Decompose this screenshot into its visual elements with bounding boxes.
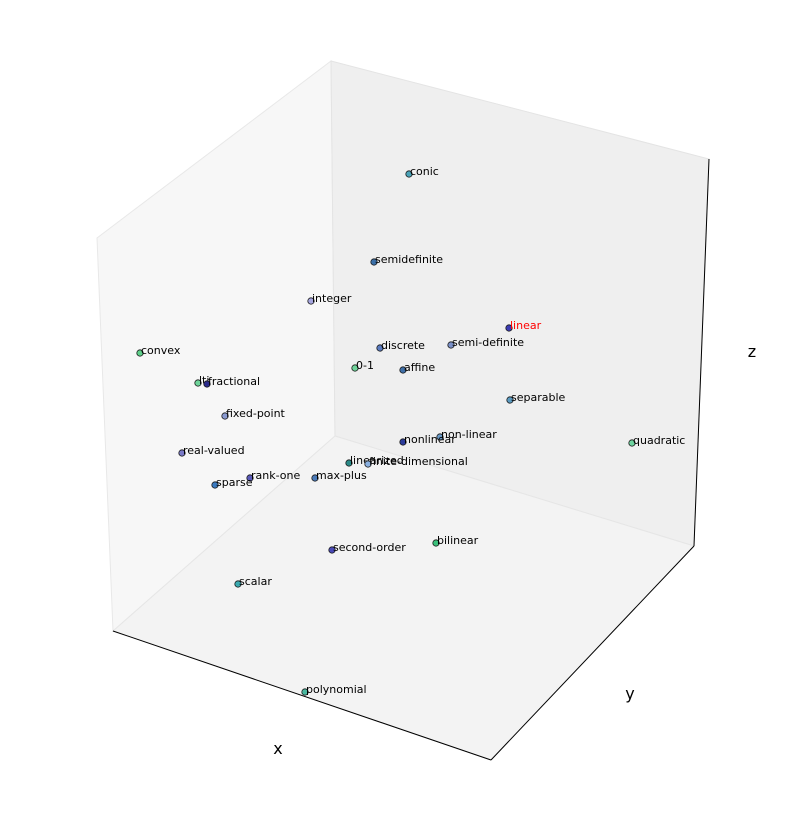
point-0-1 — [351, 364, 359, 372]
point-label-0-1: 0-1 — [356, 359, 374, 372]
point-label-linearized: linearized — [350, 454, 404, 467]
point-semi-definite — [447, 341, 455, 349]
point-label-quadratic: quadratic — [633, 434, 685, 447]
point-polynomial — [301, 688, 309, 696]
point-label-rank-one: rank-one — [251, 469, 300, 482]
point-label-semidefinite: semidefinite — [375, 253, 443, 266]
point-second-order — [328, 546, 336, 554]
point-label-discrete: discrete — [381, 339, 425, 352]
point-label-max-plus: max-plus — [316, 469, 367, 482]
point-semidefinite — [370, 258, 378, 266]
point-label-finite-dimensional: finite-dimensional — [369, 455, 468, 468]
point-bilinear — [432, 539, 440, 547]
point-label-linear: linear — [510, 319, 542, 332]
point-label-second-order: second-order — [333, 541, 406, 554]
point-conic — [405, 170, 413, 178]
point-label-bilinear: bilinear — [437, 534, 479, 547]
point-scalar — [234, 580, 242, 588]
point-convex — [136, 349, 144, 357]
point-linearized — [345, 459, 353, 467]
point-separable — [506, 396, 514, 404]
point-lti — [194, 379, 202, 387]
point-label-semi-definite: semi-definite — [452, 336, 524, 349]
point-label-fractional: fractional — [208, 375, 260, 388]
point-label-conic: conic — [410, 165, 439, 178]
point-label-separable: separable — [511, 391, 566, 404]
point-label-fixed-point: fixed-point — [226, 407, 286, 420]
point-sparse — [211, 481, 219, 489]
z-axis-label: z — [748, 342, 756, 361]
point-label-nonlinear: nonlinear — [404, 433, 456, 446]
x-axis-line — [112, 630, 492, 761]
point-fixed-point — [221, 412, 229, 420]
points-layer: conic semidefinite integer linear semi-defin… — [136, 165, 685, 696]
point-label-lti: lti — [199, 374, 209, 387]
point-quadratic — [628, 439, 636, 447]
point-discrete — [376, 344, 384, 352]
z-axis-line — [693, 158, 710, 547]
y-axis-line — [490, 545, 695, 761]
point-fractional — [203, 380, 211, 388]
point-label-non-linear: non-linear — [441, 428, 497, 441]
x-axis-label: x — [273, 739, 282, 758]
point-finite-dimensional — [364, 460, 372, 468]
point-label-real-valued: real-valued — [183, 444, 245, 457]
point-max-plus — [311, 474, 319, 482]
point-integer — [307, 297, 315, 305]
point-label-integer: integer — [312, 292, 352, 305]
point-real-valued — [178, 449, 186, 457]
point-label-scalar: scalar — [239, 575, 272, 588]
point-nonlinear — [399, 438, 407, 446]
point-label-convex: convex — [141, 344, 181, 357]
point-rank-one — [246, 474, 254, 482]
point-label-sparse: sparse — [216, 476, 253, 489]
point-affine — [399, 366, 407, 374]
y-axis-label: y — [625, 684, 634, 703]
point-label-polynomial: polynomial — [306, 683, 367, 696]
point-linear — [505, 324, 513, 332]
point-non-linear — [436, 433, 444, 441]
point-label-affine: affine — [404, 361, 435, 374]
